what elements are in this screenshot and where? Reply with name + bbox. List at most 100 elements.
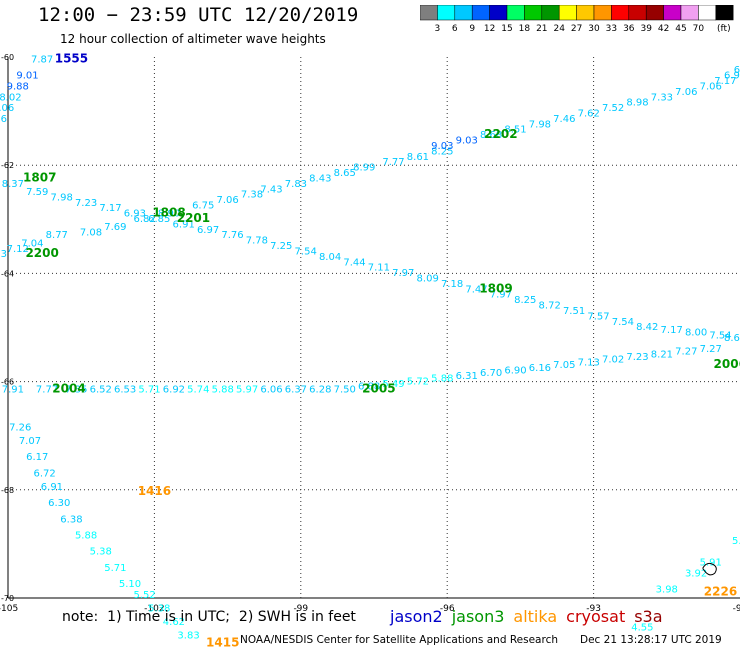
swh-value-label: 8.51 [504, 125, 526, 136]
pass-time-label: 2004 [52, 381, 85, 395]
colorbar-swatch [715, 5, 734, 21]
swh-value-label: 4.62 [163, 617, 185, 628]
y-tick-label: -68 [1, 486, 14, 495]
swh-value-label: 6.53 [114, 384, 136, 395]
colorbar-label: 42 [658, 24, 669, 34]
swh-value-label: 6.52 [90, 384, 112, 395]
swh-value-label: 7.08 [80, 228, 102, 239]
swh-value-label: 6.72 [33, 468, 55, 479]
swh-value-label: 6.93 [124, 209, 146, 220]
swh-value-label: 5.4 [732, 536, 740, 547]
pass-time-label: 2005 [362, 381, 395, 395]
x-tick-label: -90 [733, 604, 740, 614]
swh-value-label: 9.01 [16, 71, 38, 82]
pass-time-label: 1808 [152, 206, 185, 220]
swh-value-label: 7.38 [241, 190, 263, 201]
swh-value-label: 6.88 [358, 382, 380, 393]
swh-value-label: 8.21 [651, 349, 673, 360]
swh-value-label: 8.25 [431, 146, 453, 157]
swh-value-label: 7.46 [553, 114, 575, 125]
swh-value-label: 3.83 [177, 631, 199, 642]
swh-value-label: 7.57 [587, 311, 609, 322]
swh-value-label: 8.77 [46, 230, 68, 241]
credit-line: NOAA/NESDIS Center for Satellite Applica… [240, 634, 558, 646]
swh-value-label: 8.65 [334, 168, 356, 179]
swh-value-label: 7.23 [75, 198, 97, 209]
x-tick-label: -99 [293, 604, 308, 614]
swh-value-label: 6.06 [260, 384, 282, 395]
swh-value-label: 5.49 [382, 379, 404, 390]
swh-value-label: 7.35 [65, 384, 87, 395]
swh-value-label: 9.03 [431, 141, 453, 152]
chart-subtitle: 12 hour collection of altimeter wave hei… [60, 32, 326, 46]
swh-value-label: 5.72 [407, 376, 429, 387]
swh-value-label: 7.47 [465, 284, 487, 295]
swh-value-label: 7.06 [700, 81, 722, 92]
swh-value-label: 5.71 [138, 384, 160, 395]
swh-value-label: 6.70 [480, 368, 502, 379]
swh-value-label: 6.97 [197, 225, 219, 236]
pass-time-label: 1807 [23, 170, 56, 184]
colorbar-label: 6 [452, 24, 458, 34]
legend-item-jason3: jason3 [451, 607, 505, 626]
swh-value-label: 6.75 [192, 200, 214, 211]
swh-value-label: 7.77 [36, 384, 58, 395]
colorbar-label: 21 [536, 24, 547, 34]
y-tick-label: -60 [1, 53, 14, 62]
swh-value-label: 8.99 [353, 163, 375, 174]
x-tick-label: -93 [586, 604, 601, 614]
y-tick-label: -66 [1, 378, 14, 387]
swh-value-label: 8.72 [539, 301, 561, 312]
colorbar-label: 3 [435, 24, 441, 34]
satellite-legend: jason2 jason3 altika cryosat s3a [390, 607, 672, 626]
colorbar-label: 33 [606, 24, 617, 34]
swh-value-label: 5.88 [431, 374, 453, 385]
swh-value-label: 7.52 [602, 103, 624, 114]
swh-value-label: 7.25 [270, 241, 292, 252]
swh-value-label: 7.18 [441, 279, 463, 290]
swh-value-label: 7.43 [260, 184, 282, 195]
swh-value-label: 8.04 [319, 252, 341, 263]
swh-value-label: 7.26 [9, 422, 31, 433]
swh-value-label: 6.51 [734, 65, 740, 76]
swh-value-label: 7.06 [216, 195, 238, 206]
colorbar-label: 9 [469, 24, 475, 34]
pass-time-label: 2201 [177, 211, 210, 225]
swh-value-label: 6.85 [148, 214, 170, 225]
colorbar-label: 45 [675, 24, 686, 34]
swh-value-label: 7.44 [343, 257, 365, 268]
swh-value-label: 8.02 [0, 92, 22, 103]
swh-value-label: 8.09 [417, 274, 439, 285]
swh-value-label: 5.38 [148, 604, 170, 615]
swh-value-label: 8.43 [309, 173, 331, 184]
swh-value-label: 5.88 [212, 384, 234, 395]
colorbar-label: 24 [553, 24, 565, 34]
legend-item-s3a: s3a [634, 607, 663, 626]
swh-value-label: 6.16 [529, 363, 551, 374]
colorbar-label: 70 [693, 24, 705, 34]
colorbar-label: 30 [588, 24, 600, 34]
pass-time-label: 1809 [479, 281, 512, 295]
swh-value-label: 7.04 [21, 238, 43, 249]
colorbar-label: 15 [501, 24, 512, 34]
swh-value-label: 6.92 [163, 384, 185, 395]
swh-value-label: 5.97 [236, 384, 258, 395]
swh-value-label: 6.31 [456, 371, 478, 382]
swh-value-label: 8.66 [724, 333, 740, 344]
swh-value-label: 7.33 [651, 92, 673, 103]
swh-value-label: 7.98 [529, 119, 551, 130]
swh-value-label: 7.50 [334, 384, 356, 395]
timestamp: Dec 21 13:28:17 UTC 2019 [580, 634, 722, 646]
swh-value-label: 7.07 [19, 436, 41, 447]
swh-value-label: 7.27 [700, 344, 722, 355]
swh-value-label: 6.82 [134, 214, 156, 225]
swh-value-label: 6.28 [309, 384, 331, 395]
swh-value-label: 8.90 [158, 209, 180, 220]
swh-value-label: 7.33 [0, 249, 7, 260]
colorbar-label: 27 [571, 24, 582, 34]
swh-value-label: 3.92 [685, 568, 707, 579]
swh-value-label: 5.74 [187, 384, 209, 395]
swh-value-label: 7.54 [709, 330, 731, 341]
swh-value-label: 6.37 [285, 384, 307, 395]
